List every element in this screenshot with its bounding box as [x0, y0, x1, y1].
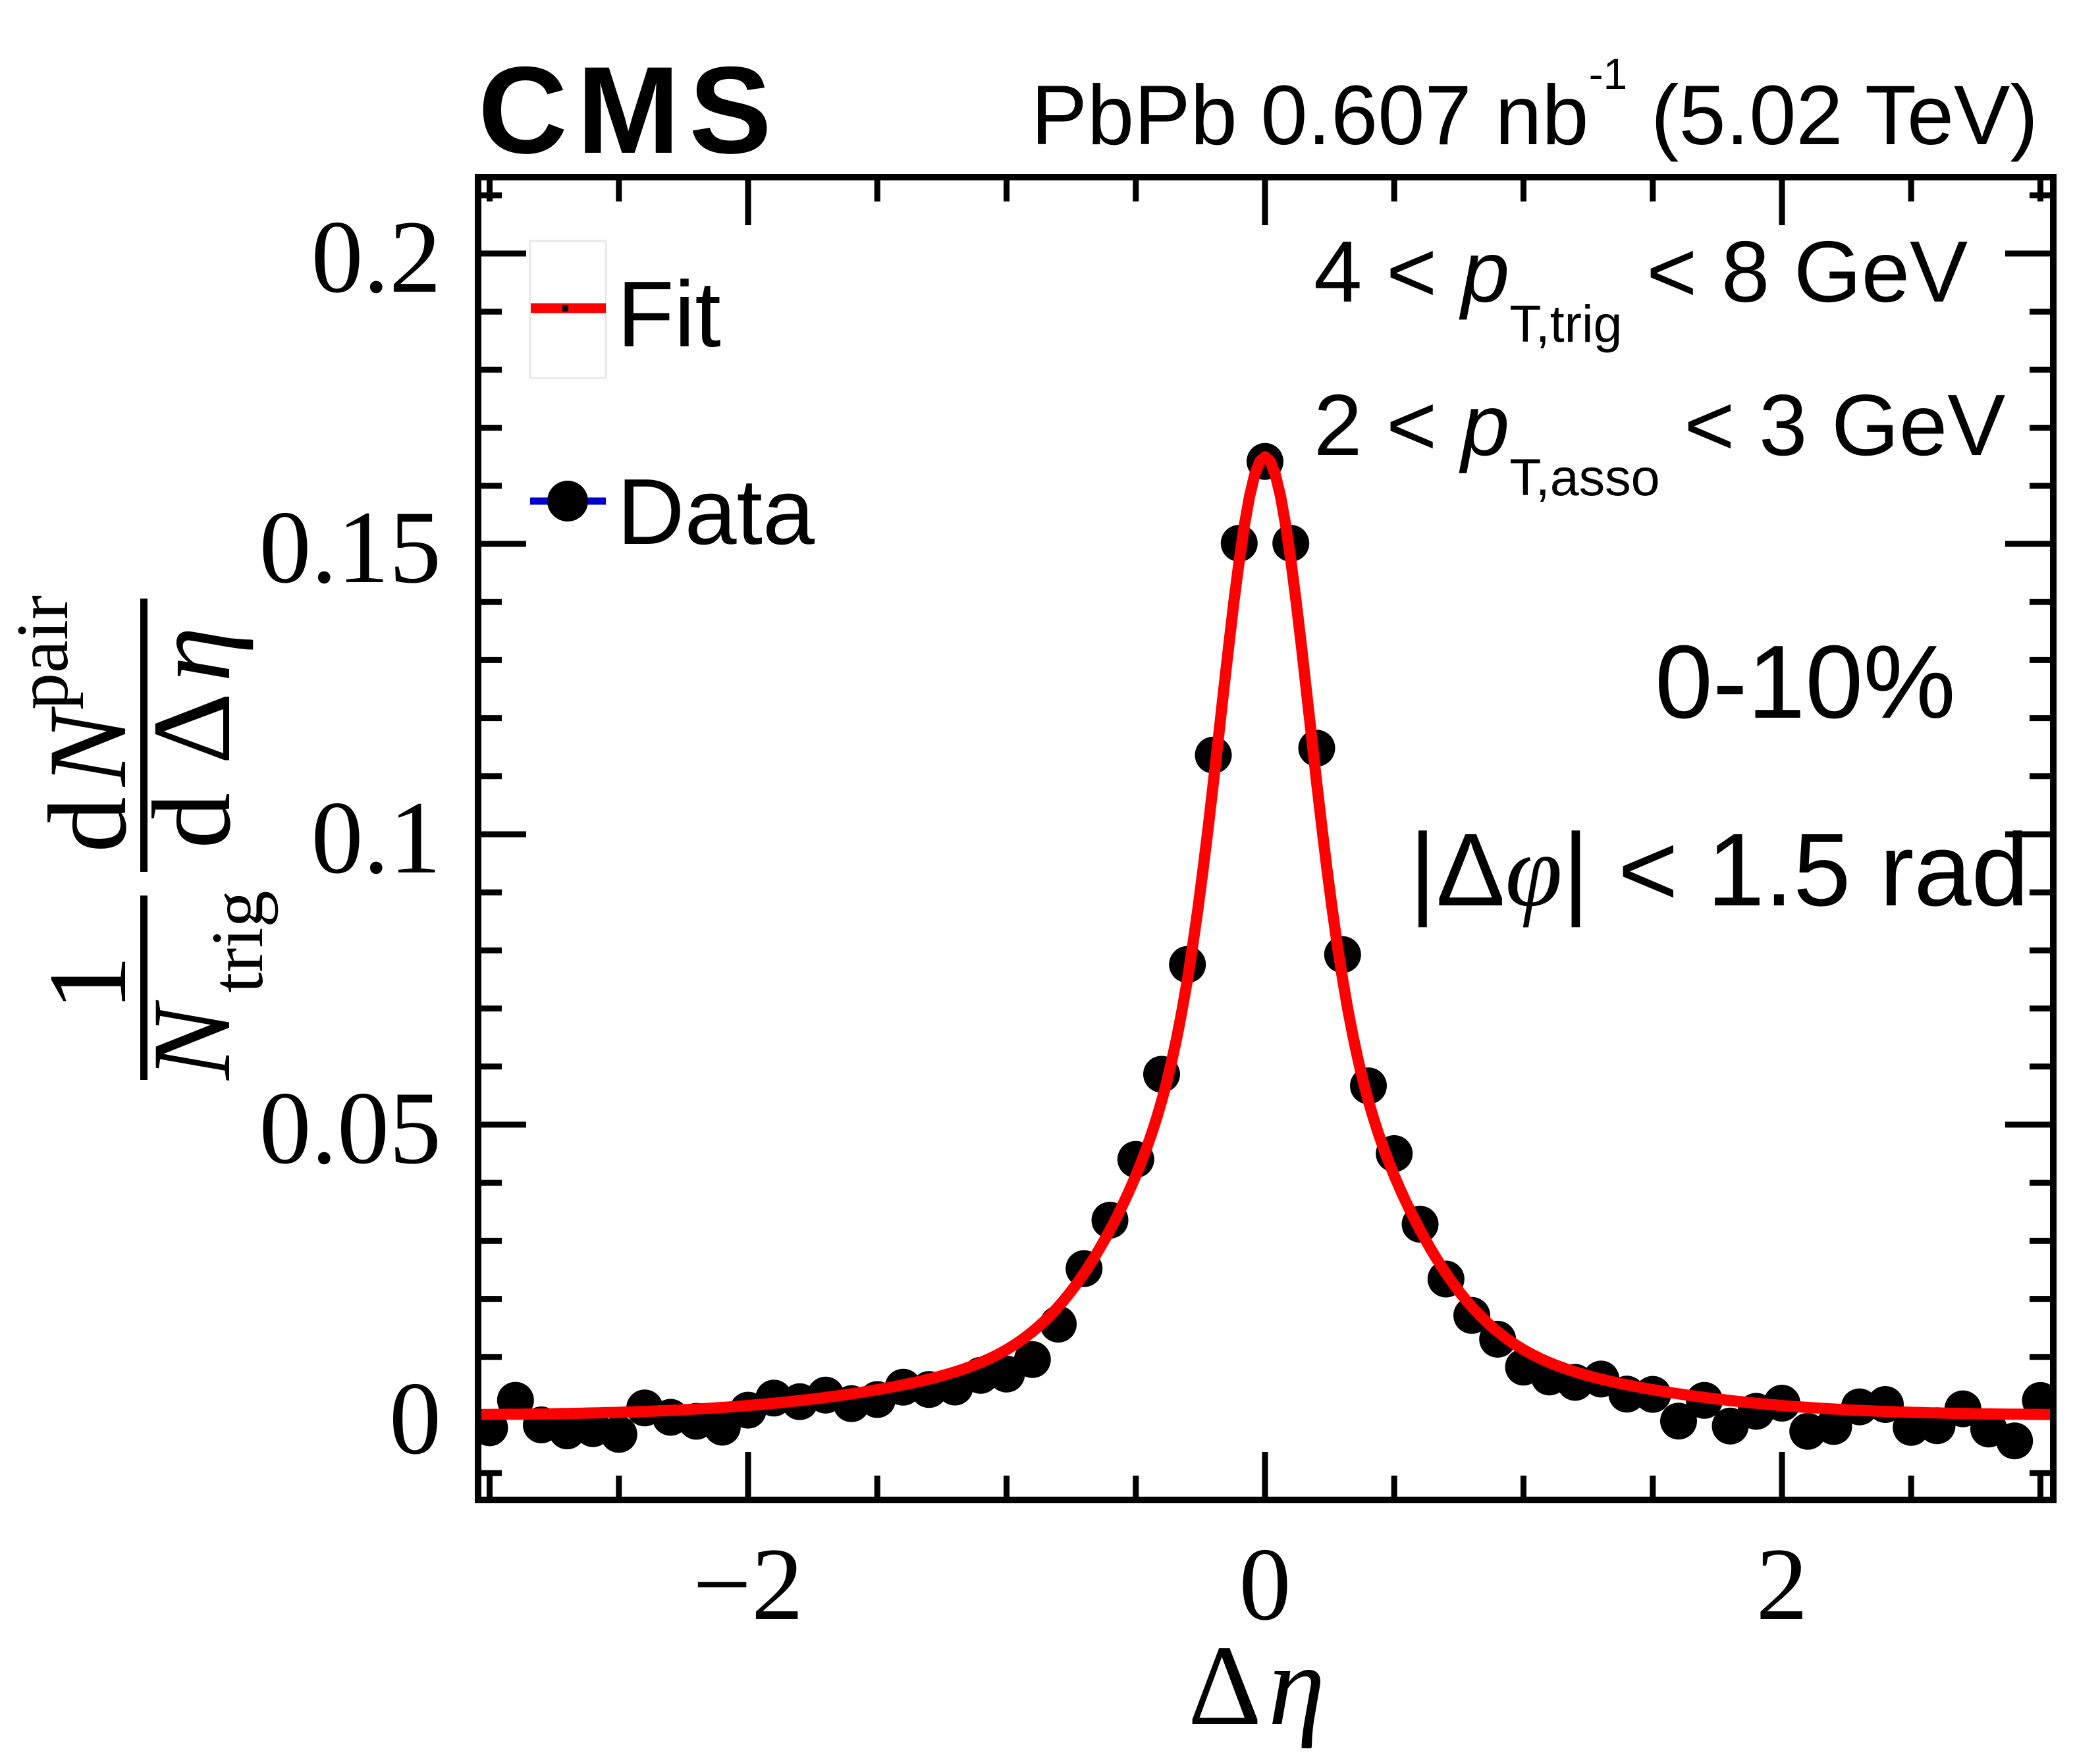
svg-text:PbPb 0.607 nb-1 (5.02 TeV): PbPb 0.607 nb-1 (5.02 TeV) — [1031, 49, 2038, 163]
svg-text:d: d — [130, 793, 254, 849]
svg-text:0.2: 0.2 — [311, 200, 442, 315]
svg-text:Fit: Fit — [617, 262, 721, 367]
svg-text:η: η — [130, 627, 254, 682]
svg-text:−2: −2 — [693, 1527, 803, 1642]
svg-text:0: 0 — [1239, 1527, 1291, 1642]
svg-text:0-10%: 0-10% — [1655, 624, 1956, 740]
svg-text:0: 0 — [389, 1361, 441, 1476]
svg-text:0.15: 0.15 — [259, 490, 442, 605]
svg-text:0.05: 0.05 — [259, 1071, 442, 1186]
svg-text:N: N — [26, 706, 149, 788]
svg-text:Δη: Δη — [1188, 1622, 1325, 1749]
svg-text:CMS: CMS — [478, 41, 781, 179]
svg-text:1: 1 — [26, 955, 149, 1011]
svg-text:N: N — [130, 1000, 254, 1081]
svg-text:trig: trig — [197, 890, 279, 993]
svg-text:Data: Data — [617, 460, 815, 564]
svg-text:2: 2 — [1756, 1527, 1808, 1642]
svg-text:|Δφ| < 1.5 rad: |Δφ| < 1.5 rad — [1409, 813, 2029, 928]
svg-text:0.1: 0.1 — [311, 780, 442, 895]
svg-text:d: d — [26, 797, 149, 853]
svg-text:pair: pair — [2, 595, 84, 710]
svg-text:Δ: Δ — [130, 693, 254, 764]
